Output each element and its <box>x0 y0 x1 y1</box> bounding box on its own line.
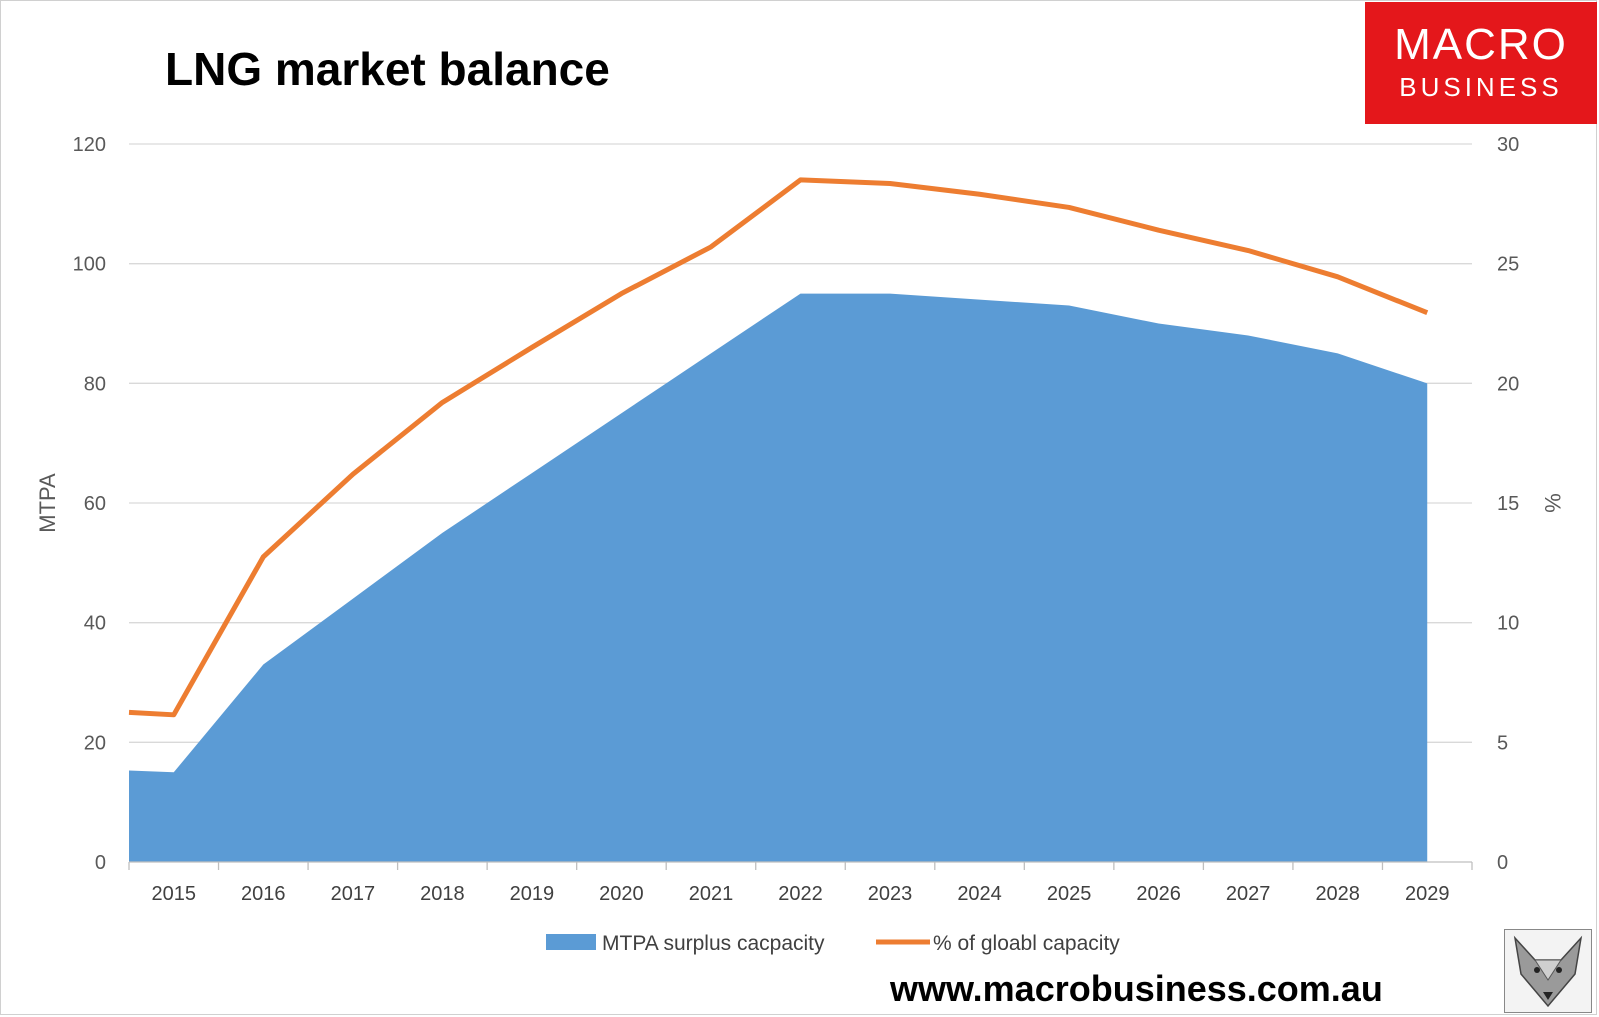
x-tick-label: 2020 <box>599 883 644 905</box>
x-tick-label: 2015 <box>152 883 197 905</box>
x-tick-label: 2021 <box>689 883 734 905</box>
y-left-tick-label: 40 <box>84 613 106 635</box>
x-tick-label: 2028 <box>1315 883 1360 905</box>
y-left-tick-label: 60 <box>84 493 106 515</box>
x-tick-label: 2029 <box>1405 883 1450 905</box>
x-tick-label: 2026 <box>1136 883 1181 905</box>
y-left-tick-label: 100 <box>73 254 106 276</box>
x-tick-label: 2025 <box>1047 883 1092 905</box>
x-tick-label: 2016 <box>241 883 286 905</box>
y-right-axis-title: % <box>1540 493 1565 513</box>
x-tick-label: 2018 <box>420 883 465 905</box>
y-left-tick-label: 20 <box>84 732 106 754</box>
y-right-tick-label: 0 <box>1497 852 1508 874</box>
line-series-pct-global-capacity <box>128 177 1429 718</box>
legend-label-area: MTPA surplus cacpacity <box>602 932 825 955</box>
fox-logo-icon <box>1504 929 1592 1013</box>
y-right-tick-label: 30 <box>1497 134 1519 156</box>
y-left-tick-label: 80 <box>84 373 106 395</box>
legend-swatch-area <box>546 934 596 950</box>
x-tick-label: 2022 <box>778 883 823 905</box>
legend-label-line: % of gloabl capacity <box>933 932 1120 955</box>
y-left-tick-label: 0 <box>95 852 106 874</box>
logo-line-business: BUSINESS <box>1399 72 1563 102</box>
chart-title: LNG market balance <box>165 43 610 95</box>
y-right-tick-label: 25 <box>1497 254 1519 276</box>
y-right-tick-label: 15 <box>1497 493 1519 515</box>
area-series-mtpa-surplus <box>129 293 1428 862</box>
x-tick-label: 2019 <box>510 883 555 905</box>
y-left-tick-label: 120 <box>73 134 106 156</box>
x-tick-label: 2024 <box>957 883 1002 905</box>
x-tick-label: 2023 <box>868 883 913 905</box>
x-tick-label: 2017 <box>331 883 376 905</box>
y-right-tick-label: 5 <box>1497 732 1508 754</box>
website-url[interactable]: www.macrobusiness.com.au <box>890 968 1383 1009</box>
y-left-axis-title: MTPA <box>35 473 60 533</box>
logo-line-macro: MACRO <box>1394 20 1568 69</box>
x-tick-label: 2027 <box>1226 883 1271 905</box>
macrobusiness-logo: MACRO BUSINESS <box>1365 2 1597 124</box>
y-right-tick-label: 20 <box>1497 373 1519 395</box>
y-right-tick-label: 10 <box>1497 613 1519 635</box>
